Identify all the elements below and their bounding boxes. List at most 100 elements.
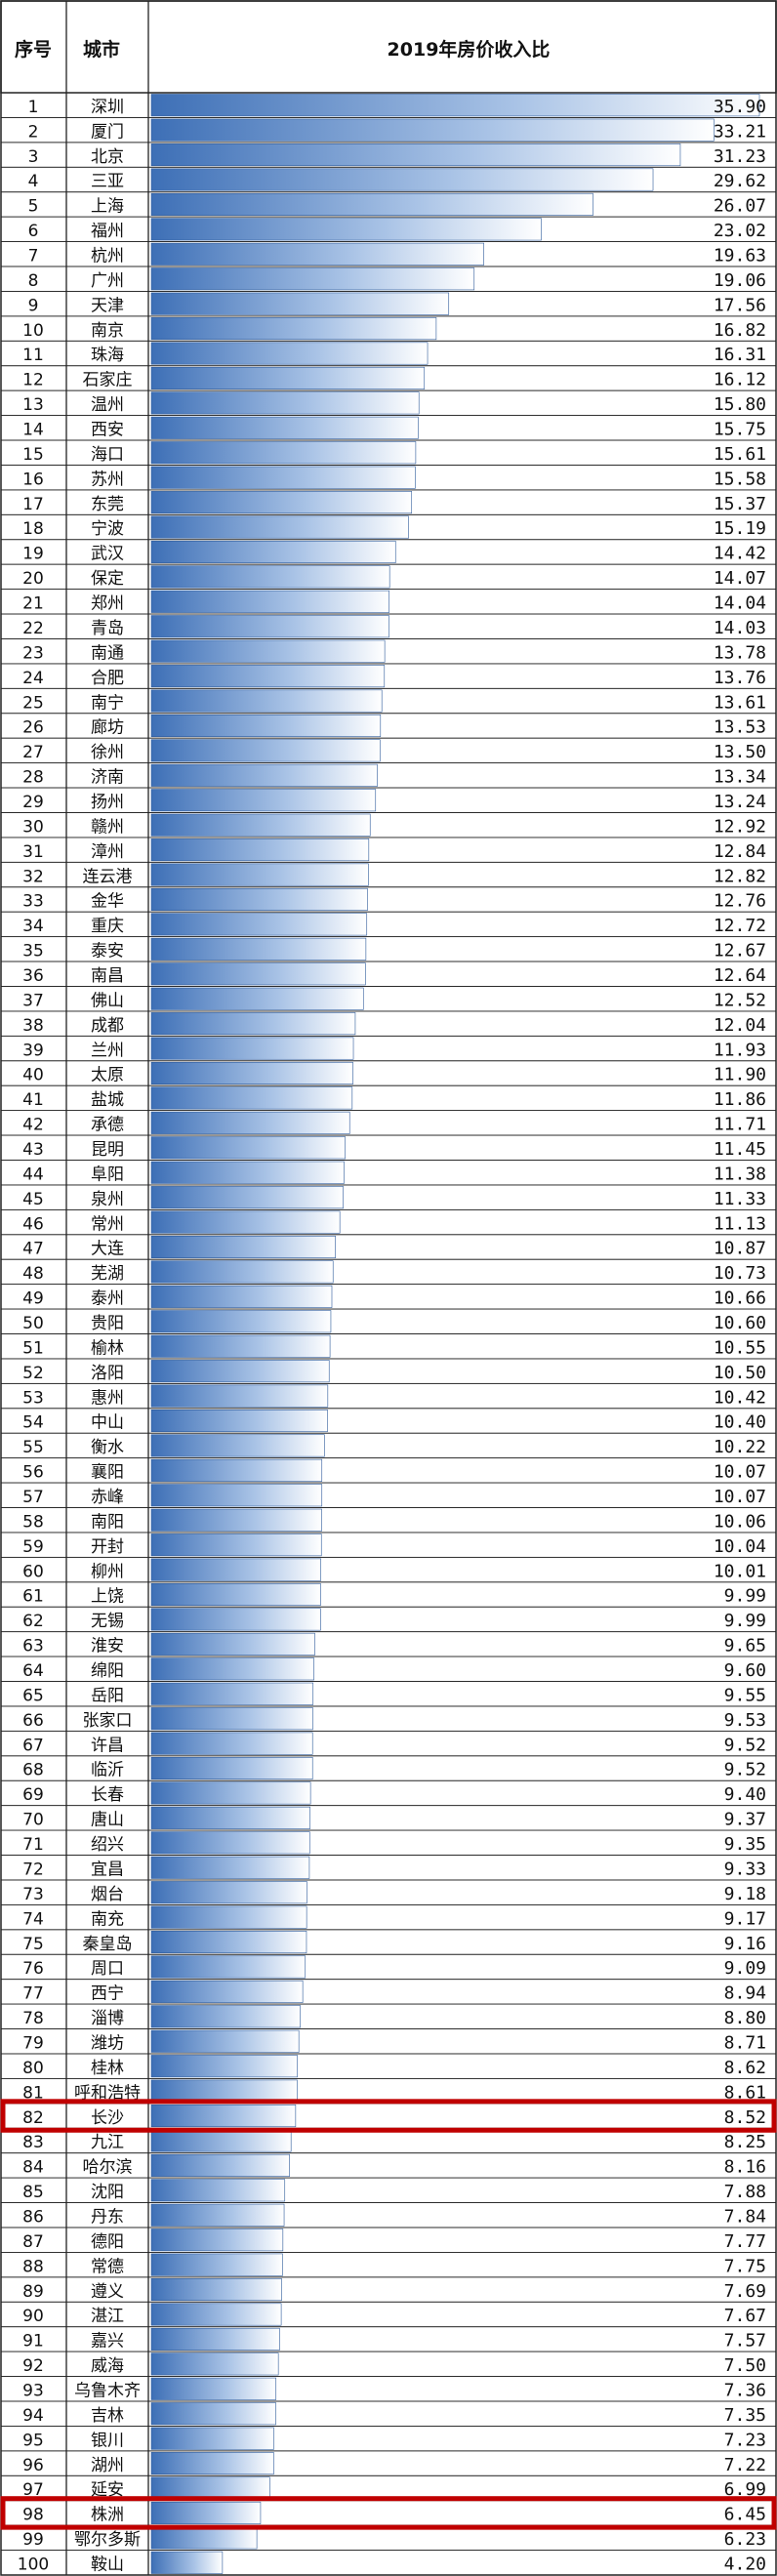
city-label: 潍坊 [91, 2033, 124, 2053]
city-label: 盐城 [91, 1090, 124, 1110]
city-label: 福州 [91, 222, 124, 241]
value-label: 11.13 [714, 1213, 766, 1234]
city-label: 昆明 [91, 1140, 124, 1160]
rank-label: 58 [22, 1512, 44, 1532]
rank-label: 86 [22, 2207, 44, 2227]
rank-label: 12 [22, 371, 44, 390]
bar-54 [150, 1409, 328, 1433]
bar-24 [150, 665, 386, 688]
highlight-box-rank-98 [0, 2496, 777, 2530]
bar-79 [150, 2029, 300, 2053]
rank-label: 71 [22, 1835, 44, 1855]
city-label: 榆林 [91, 1338, 124, 1358]
city-label: 鞍山 [91, 2556, 124, 2575]
city-label: 天津 [91, 296, 124, 315]
value-label: 9.09 [724, 1958, 766, 1979]
bar-49 [150, 1285, 333, 1308]
rank-label: 1 [28, 98, 39, 117]
city-label: 常州 [91, 1214, 124, 1234]
city-label: 漳州 [91, 842, 124, 862]
bar-34 [150, 913, 368, 936]
bar-63 [150, 1632, 315, 1656]
value-label: 7.35 [724, 2405, 766, 2426]
value-label: 11.33 [714, 1189, 766, 1209]
value-label: 9.18 [724, 1884, 766, 1904]
value-label: 16.12 [714, 370, 766, 390]
bar-44 [150, 1161, 345, 1184]
rank-label: 85 [22, 2183, 44, 2202]
header-row [0, 0, 777, 94]
rank-label: 2 [28, 122, 39, 142]
city-label: 中山 [91, 1413, 124, 1433]
bar-46 [150, 1210, 341, 1234]
value-label: 7.69 [724, 2281, 766, 2302]
bar-11 [150, 342, 429, 365]
city-label: 南昌 [91, 966, 124, 986]
city-label: 常德 [91, 2257, 124, 2276]
value-label: 7.67 [724, 2306, 766, 2326]
bar-86 [150, 2203, 285, 2227]
city-label: 湖州 [91, 2456, 124, 2475]
bar-48 [150, 1260, 334, 1284]
value-label: 8.71 [724, 2032, 766, 2053]
bar-50 [150, 1310, 332, 1333]
city-label: 柳州 [91, 1562, 124, 1581]
bar-8 [150, 267, 475, 291]
value-label: 14.03 [714, 618, 766, 638]
bar-36 [150, 962, 366, 986]
rank-label: 68 [22, 1761, 44, 1780]
city-label: 乌鲁木齐 [74, 2381, 141, 2400]
value-label: 14.07 [714, 568, 766, 589]
bar-16 [150, 466, 416, 489]
city-label: 赤峰 [91, 1488, 124, 1507]
value-label: 10.60 [714, 1313, 766, 1333]
bar-14 [150, 416, 419, 439]
bar-80 [150, 2055, 298, 2078]
bar-4 [150, 168, 654, 191]
rank-label: 91 [22, 2332, 44, 2351]
city-label: 珠海 [91, 346, 124, 365]
city-label: 南通 [91, 643, 124, 663]
rank-label: 98 [22, 2506, 44, 2525]
rank-label: 64 [22, 1661, 44, 1681]
rank-label: 67 [22, 1736, 44, 1755]
city-label: 株洲 [91, 2506, 124, 2525]
city-label: 重庆 [91, 917, 124, 936]
rank-label: 11 [22, 346, 44, 365]
city-label: 扬州 [91, 793, 124, 812]
value-label: 15.80 [714, 394, 766, 415]
city-label: 九江 [91, 2133, 124, 2152]
bar-58 [150, 1508, 322, 1532]
rank-label: 41 [22, 1090, 44, 1110]
value-label: 10.55 [714, 1337, 766, 1358]
value-label: 7.77 [724, 2231, 766, 2252]
value-label: 15.19 [714, 518, 766, 539]
bar-38 [150, 1012, 356, 1036]
value-label: 15.37 [714, 494, 766, 514]
rank-label: 21 [22, 594, 44, 614]
rank-label: 20 [22, 569, 44, 589]
rank-label: 72 [22, 1860, 44, 1879]
bar-7 [150, 242, 484, 266]
rank-label: 6 [28, 222, 39, 241]
value-label: 7.88 [724, 2182, 766, 2202]
city-label: 南京 [91, 321, 124, 341]
bar-83 [150, 2129, 292, 2152]
rank-label: 40 [22, 1066, 44, 1085]
value-label: 9.60 [724, 1660, 766, 1681]
value-label: 7.22 [724, 2455, 766, 2475]
rank-label: 69 [22, 1785, 44, 1805]
city-label: 三亚 [91, 172, 124, 191]
rank-label: 92 [22, 2356, 44, 2376]
header-rank: 序号 [15, 38, 52, 61]
city-label: 秦皇岛 [83, 1935, 133, 1954]
city-label: 泰州 [91, 1289, 124, 1309]
value-label: 8.25 [724, 2132, 766, 2152]
rank-label: 24 [22, 669, 44, 688]
bar-85 [150, 2179, 286, 2202]
rank-label: 80 [22, 2059, 44, 2078]
rank-label: 17 [22, 495, 44, 514]
value-label: 10.04 [714, 1536, 766, 1557]
bar-82 [150, 2105, 297, 2128]
